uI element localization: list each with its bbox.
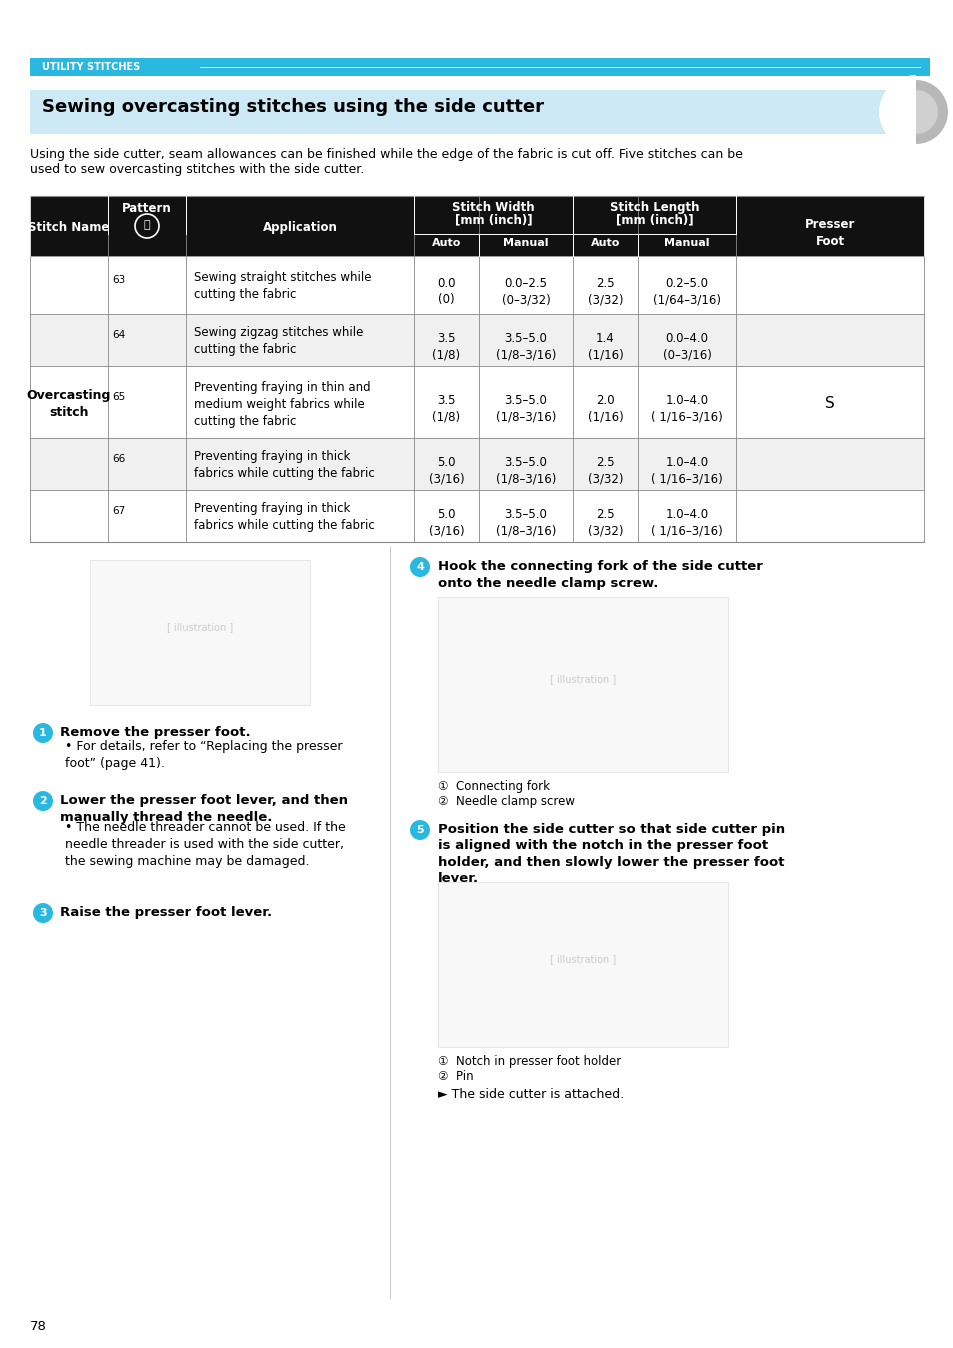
Text: 2: 2 bbox=[39, 797, 47, 806]
Text: Sewing straight stitches while
cutting the fabric: Sewing straight stitches while cutting t… bbox=[193, 271, 371, 301]
Text: ► The side cutter is attached.: ► The side cutter is attached. bbox=[437, 1088, 623, 1101]
Bar bbox=[30, 314, 923, 367]
Text: Stitch Width: Stitch Width bbox=[452, 201, 535, 214]
Text: ⓢ: ⓢ bbox=[144, 220, 151, 231]
Text: 2.5
(3/32): 2.5 (3/32) bbox=[587, 456, 622, 485]
Bar bbox=[30, 195, 923, 256]
Text: 64: 64 bbox=[112, 330, 125, 340]
Text: 5: 5 bbox=[416, 825, 423, 834]
Text: Stitch Length: Stitch Length bbox=[609, 201, 699, 214]
Bar bbox=[90, 559, 310, 705]
Text: Application: Application bbox=[262, 221, 337, 235]
Text: Raise the presser foot lever.: Raise the presser foot lever. bbox=[60, 906, 272, 919]
Text: 78: 78 bbox=[30, 1320, 47, 1333]
Text: Auto: Auto bbox=[432, 239, 460, 248]
Text: Preventing fraying in thin and
medium weight fabrics while
cutting the fabric: Preventing fraying in thin and medium we… bbox=[193, 381, 370, 429]
Text: used to sew overcasting stitches with the side cutter.: used to sew overcasting stitches with th… bbox=[30, 163, 364, 177]
Text: 3.5–5.0
(1/8–3/16): 3.5–5.0 (1/8–3/16) bbox=[496, 508, 556, 538]
Text: 1.4
(1/16): 1.4 (1/16) bbox=[587, 332, 622, 361]
Text: UTILITY STITCHES: UTILITY STITCHES bbox=[42, 62, 140, 71]
Text: 2.5
(3/32): 2.5 (3/32) bbox=[587, 508, 622, 538]
Bar bbox=[30, 58, 929, 75]
Text: • The needle threader cannot be used. If the
needle threader is used with the si: • The needle threader cannot be used. If… bbox=[65, 821, 345, 868]
Bar bbox=[437, 597, 727, 772]
Text: 0.2–5.0
(1/64–3/16): 0.2–5.0 (1/64–3/16) bbox=[652, 276, 720, 306]
Text: Manual: Manual bbox=[663, 239, 709, 248]
Text: [mm (inch)]: [mm (inch)] bbox=[455, 213, 532, 226]
Text: 0.0–4.0
(0–3/16): 0.0–4.0 (0–3/16) bbox=[662, 332, 711, 361]
Text: 0.0–2.5
(0–3/32): 0.0–2.5 (0–3/32) bbox=[501, 276, 550, 306]
Text: 66: 66 bbox=[112, 454, 125, 464]
Text: S: S bbox=[824, 396, 834, 411]
Wedge shape bbox=[892, 89, 915, 135]
Text: Sewing zigzag stitches while
cutting the fabric: Sewing zigzag stitches while cutting the… bbox=[193, 326, 363, 356]
Text: 2.0
(1/16): 2.0 (1/16) bbox=[587, 394, 622, 423]
Text: [ illustration ]: [ illustration ] bbox=[167, 623, 233, 632]
Text: ②  Needle clamp screw: ② Needle clamp screw bbox=[437, 795, 575, 807]
Text: [ illustration ]: [ illustration ] bbox=[549, 674, 616, 685]
Wedge shape bbox=[878, 75, 915, 150]
Text: 2.5
(3/32): 2.5 (3/32) bbox=[587, 276, 622, 306]
Text: [mm (inch)]: [mm (inch)] bbox=[615, 213, 693, 226]
Text: 4: 4 bbox=[416, 562, 423, 572]
Text: Stitch Name: Stitch Name bbox=[29, 221, 110, 235]
Text: Sewing overcasting stitches using the side cutter: Sewing overcasting stitches using the si… bbox=[42, 98, 543, 116]
Text: Preventing fraying in thick
fabrics while cutting the fabric: Preventing fraying in thick fabrics whil… bbox=[193, 501, 375, 532]
Text: Pattern: Pattern bbox=[122, 202, 172, 214]
Text: • For details, refer to “Replacing the presser
foot” (page 41).: • For details, refer to “Replacing the p… bbox=[65, 740, 342, 770]
Bar bbox=[30, 256, 923, 314]
Circle shape bbox=[410, 820, 430, 840]
Circle shape bbox=[893, 90, 937, 133]
Text: ①  Notch in presser foot holder: ① Notch in presser foot holder bbox=[437, 1055, 620, 1068]
Circle shape bbox=[883, 80, 947, 144]
Bar bbox=[30, 438, 923, 491]
Text: Position the side cutter so that side cutter pin
is aligned with the notch in th: Position the side cutter so that side cu… bbox=[437, 824, 784, 886]
Text: 1.0–4.0
( 1/16–3/16): 1.0–4.0 ( 1/16–3/16) bbox=[651, 508, 722, 538]
Bar bbox=[30, 491, 923, 542]
Text: 1: 1 bbox=[39, 728, 47, 737]
Circle shape bbox=[33, 791, 53, 811]
Text: Hook the connecting fork of the side cutter
onto the needle clamp screw.: Hook the connecting fork of the side cut… bbox=[437, 559, 762, 589]
Text: 63: 63 bbox=[112, 275, 125, 284]
Text: Using the side cutter, seam allowances can be finished while the edge of the fab: Using the side cutter, seam allowances c… bbox=[30, 148, 742, 160]
Text: 5.0
(3/16): 5.0 (3/16) bbox=[428, 508, 464, 538]
Text: 3.5–5.0
(1/8–3/16): 3.5–5.0 (1/8–3/16) bbox=[496, 456, 556, 485]
Text: 1.0–4.0
( 1/16–3/16): 1.0–4.0 ( 1/16–3/16) bbox=[651, 456, 722, 485]
Text: Overcasting
stitch: Overcasting stitch bbox=[27, 390, 112, 419]
Text: 5.0
(3/16): 5.0 (3/16) bbox=[428, 456, 464, 485]
Bar bbox=[30, 367, 923, 438]
Circle shape bbox=[33, 723, 53, 743]
Text: [ illustration ]: [ illustration ] bbox=[549, 954, 616, 965]
Text: Presser
Foot: Presser Foot bbox=[804, 218, 854, 248]
Text: 3: 3 bbox=[39, 909, 47, 918]
Text: 3.5–5.0
(1/8–3/16): 3.5–5.0 (1/8–3/16) bbox=[496, 332, 556, 361]
Text: 3.5–5.0
(1/8–3/16): 3.5–5.0 (1/8–3/16) bbox=[496, 394, 556, 423]
Text: Lower the presser foot lever, and then
manually thread the needle.: Lower the presser foot lever, and then m… bbox=[60, 794, 348, 824]
Text: ①  Connecting fork: ① Connecting fork bbox=[437, 780, 550, 793]
Text: Remove the presser foot.: Remove the presser foot. bbox=[60, 727, 251, 739]
Bar bbox=[30, 90, 891, 133]
Text: Auto: Auto bbox=[590, 239, 619, 248]
Text: ②  Pin: ② Pin bbox=[437, 1070, 473, 1082]
Text: 67: 67 bbox=[112, 506, 125, 516]
Text: Preventing fraying in thick
fabrics while cutting the fabric: Preventing fraying in thick fabrics whil… bbox=[193, 450, 375, 480]
Circle shape bbox=[410, 557, 430, 577]
Text: 3.5
(1/8): 3.5 (1/8) bbox=[432, 394, 460, 423]
Bar bbox=[437, 882, 727, 1047]
Text: 1.0–4.0
( 1/16–3/16): 1.0–4.0 ( 1/16–3/16) bbox=[651, 394, 722, 423]
Circle shape bbox=[33, 903, 53, 923]
Text: 3.5
(1/8): 3.5 (1/8) bbox=[432, 332, 460, 361]
Text: 65: 65 bbox=[112, 392, 125, 402]
Text: Manual: Manual bbox=[503, 239, 548, 248]
Text: 0.0
(0): 0.0 (0) bbox=[436, 276, 456, 306]
